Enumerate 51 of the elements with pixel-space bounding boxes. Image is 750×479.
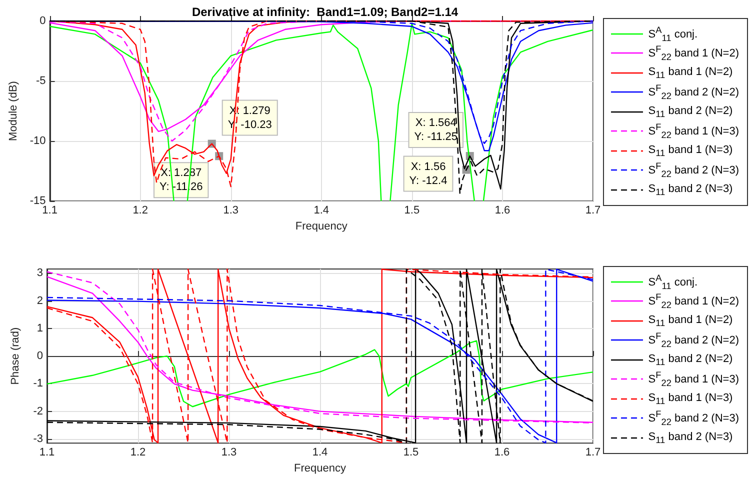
y-tick-label: -10 [30,135,46,147]
legend-label: S$^{F}$$_{22}$ band 1 (N=3) [648,122,739,140]
x-tick-label: 1.4 [314,204,330,216]
y-tick-label: 2 [36,294,43,307]
x-tick-label: 1.2 [130,446,146,459]
legend-label: S$_{11}$ band 1 (N=3) [648,392,733,406]
y-tick-label: 1 [36,322,43,334]
legend-label: S$^{A}$$_{11}$ conj. [648,24,698,43]
y-tick-label: 3 [36,267,43,280]
x-tick-label: 1.5 [404,204,420,216]
legend-label: S$_{11}$ band 1 (N=2) [648,314,733,328]
legend-label: S$^{F}$$_{22}$ band 1 (N=2) [648,292,739,310]
y-tick-label: 0 [40,15,46,27]
x-tick-label: 1.2 [132,204,148,216]
legend-label: S$_{11}$ band 2 (N=2) [648,104,733,119]
legend-label: S$_{11}$ band 2 (N=2) [648,352,733,367]
chart-title: Derivative at infinity: Band1=1.09; Band2=1.14 [192,5,458,19]
x-axis-title: Frequency [294,462,346,474]
y-tick-label: -5 [36,75,46,87]
x-tick-label: 1.5 [403,446,419,459]
legend-label: S$_{11}$ band 1 (N=2) [648,66,733,80]
annotation: X: 1.56 Y: -12.4 [409,160,448,187]
legend-label: S$^{F}$$_{22}$ band 2 (N=3) [648,161,739,180]
y-axis-title: Module (dB) [8,81,20,141]
legend-label: S$^{F}$$_{22}$ band 2 (N=3) [648,409,739,428]
x-tick-label: 1.3 [223,204,239,216]
x-tick-label: 1.6 [494,446,510,459]
x-tick-label: 1.1 [42,204,58,216]
x-tick-label: 1.7 [585,446,601,459]
legend-label: S$_{11}$ band 2 (N=3) [648,182,733,197]
x-tick-label: 1.1 [39,446,55,459]
legend-label: S$_{11}$ band 1 (N=3) [648,144,733,158]
y-tick-label: 0 [36,350,43,362]
legend-label: S$^{F}$$_{22}$ band 1 (N=2) [648,44,739,62]
y-tick-label: -1 [33,378,43,390]
legend-label: S$_{11}$ band 2 (N=3) [648,430,733,445]
line-series [46,340,594,408]
x-tick-label: 1.6 [494,204,510,216]
x-tick-label: 1.4 [312,446,328,459]
x-axis-title: Frequency [295,220,348,232]
x-tick-label: 1.3 [221,446,237,459]
legend-label: S$^{A}$$_{11}$ conj. [648,272,698,291]
y-tick-label: -3 [33,432,43,445]
y-tick-label: -15 [30,195,46,207]
legend-label: S$^{F}$$_{22}$ band 1 (N=3) [648,370,739,388]
y-tick-label: -2 [33,405,43,418]
legend-label: S$^{F}$$_{22}$ band 2 (N=2) [648,83,739,102]
legend-label: S$^{F}$$_{22}$ band 2 (N=2) [648,331,739,350]
y-axis-title: Phase (rad) [10,327,22,385]
x-tick-label: 1.7 [585,204,601,216]
annotation: X: 1.564 Y: -11.25 [414,117,458,143]
